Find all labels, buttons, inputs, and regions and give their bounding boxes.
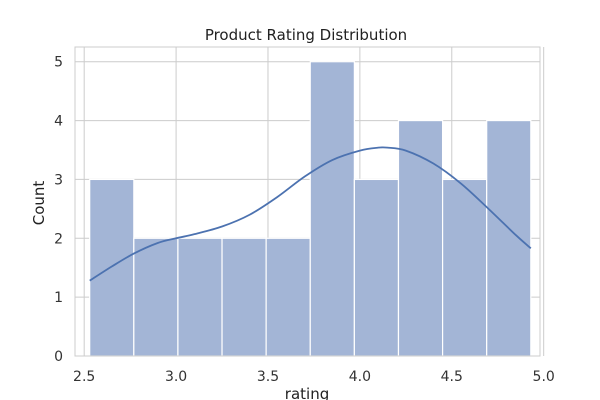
histogram-bar [265, 237, 311, 357]
chart-title: Product Rating Distribution [205, 26, 407, 44]
histogram-bar [441, 178, 488, 357]
y-tick-label: 3 [54, 172, 63, 188]
histogram-bar [89, 178, 135, 357]
histogram-bars [89, 61, 532, 357]
x-tick-label: 4.0 [349, 369, 371, 385]
y-axis-ticks: 0 1 2 3 4 5 [54, 55, 63, 365]
x-tick-label: 2.5 [73, 369, 95, 385]
histogram-bar [353, 178, 400, 357]
y-tick-label: 0 [54, 349, 63, 365]
x-tick-label: 3.5 [257, 369, 279, 385]
histogram-bar [397, 119, 444, 357]
histogram-bar [177, 237, 223, 357]
x-axis-label: rating [285, 385, 329, 400]
plot-frame [74, 46, 541, 357]
y-tick-label: 1 [54, 290, 63, 306]
histogram-bar [309, 61, 355, 357]
y-tick-label: 4 [54, 114, 63, 130]
x-tick-label: 4.5 [441, 369, 463, 385]
x-axis-ticks: 2.5 3.0 3.5 4.0 4.5 5.0 [73, 369, 555, 385]
y-tick-label: 2 [54, 231, 63, 247]
x-tick-label: 5.0 [533, 369, 555, 385]
histogram-bar [221, 237, 267, 357]
y-axis-label: Count [30, 181, 48, 226]
histogram-bar [133, 237, 179, 357]
histogram-bar [486, 119, 532, 357]
x-tick-label: 3.0 [165, 369, 187, 385]
y-tick-label: 5 [54, 55, 63, 71]
kde-density-curve [89, 146, 532, 282]
